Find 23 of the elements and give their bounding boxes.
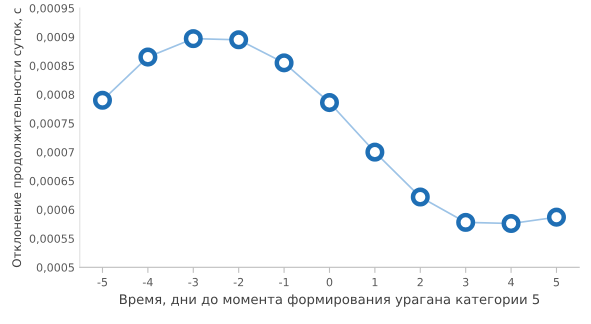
y-tick-label: 0,0008 xyxy=(36,90,74,100)
x-tick-label: -1 xyxy=(279,278,289,286)
y-tick-label: 0,00075 xyxy=(30,119,74,129)
x-tick-label: 2 xyxy=(418,278,423,286)
y-tick-label: 0,00085 xyxy=(30,62,74,72)
y-tick-label: 0,00055 xyxy=(30,234,74,244)
y-tick-label: 0,0009 xyxy=(36,32,74,42)
x-tick-label: -4 xyxy=(142,278,153,286)
y-axis-title: Отклонение продолжительности суток, с xyxy=(12,8,24,268)
x-tick-label: 5 xyxy=(554,278,560,286)
x-tick-label: 0 xyxy=(326,278,332,286)
x-tick-label: -3 xyxy=(188,278,198,286)
y-tick-label: 0,0006 xyxy=(36,206,74,216)
x-tick-label: 4 xyxy=(508,278,514,286)
y-tick-label: 0,00065 xyxy=(30,176,74,186)
x-tick-label: 3 xyxy=(462,278,468,286)
y-tick-label: 0,0007 xyxy=(36,148,74,158)
x-tick-label: -5 xyxy=(97,278,108,286)
x-tick-label: 1 xyxy=(372,278,378,286)
x-axis-title: Время, дни до момента формирования урагана категории 5 xyxy=(120,294,540,307)
x-tick-label: -2 xyxy=(234,278,244,286)
y-tick-label: 0,00095 xyxy=(30,4,74,14)
y-tick-label: 0,0005 xyxy=(36,263,74,273)
